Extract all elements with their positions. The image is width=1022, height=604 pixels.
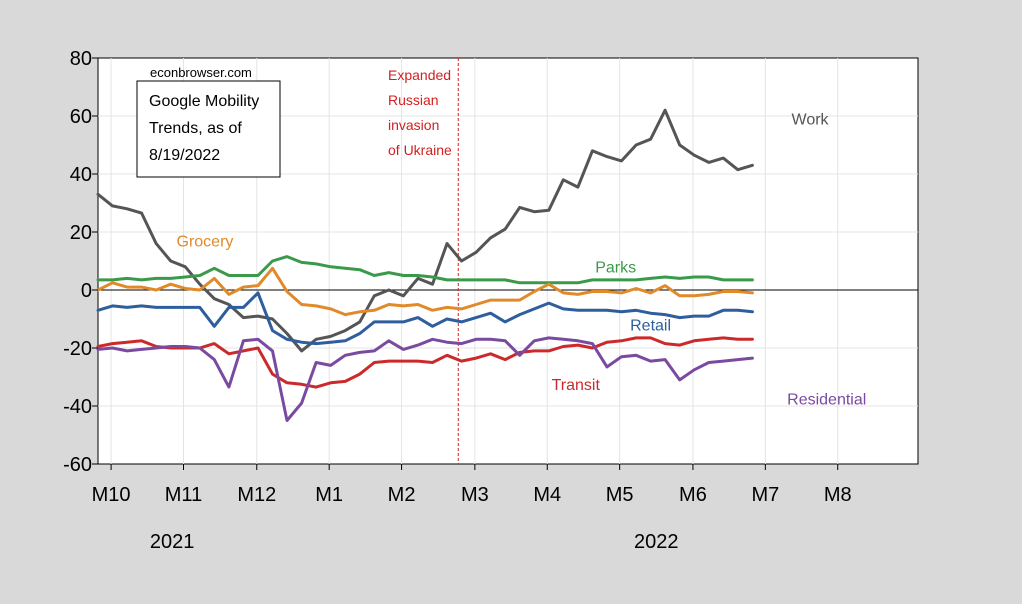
y-tick-label: 60	[70, 106, 92, 128]
x-tick-label: M1	[315, 484, 343, 506]
y-tick-label: -20	[63, 338, 92, 360]
series-line-retail	[96, 291, 754, 346]
series-line-grocery	[96, 266, 754, 317]
series-line-residential	[96, 336, 754, 422]
x-tick-label: M12	[237, 484, 276, 506]
x-tick-label: M6	[679, 484, 707, 506]
x-tick-label: M8	[824, 484, 852, 506]
series-label-grocery: Grocery	[177, 234, 234, 251]
annotation-line: Russian	[388, 92, 439, 108]
series-line-parks	[96, 255, 754, 285]
x-tick-label: M7	[751, 484, 779, 506]
series-label-retail: Retail	[630, 318, 671, 335]
series-label-transit: Transit	[552, 377, 601, 394]
series-line-transit	[96, 336, 754, 389]
x-tick-label: M2	[388, 484, 416, 506]
x-tick-label: M3	[461, 484, 489, 506]
annotation-line: invasion	[388, 117, 439, 133]
title-line-3: 8/19/2022	[149, 147, 220, 164]
series-label-work: Work	[792, 112, 830, 129]
annotation: Expanded Russian invasion of Ukraine	[388, 58, 459, 464]
y-tick-label: -60	[63, 454, 92, 476]
series-line-work	[96, 108, 754, 353]
y-tick-label: -40	[63, 396, 92, 418]
annotation-line: of Ukraine	[388, 142, 452, 158]
y-axis: -60 -40 -20 0 20 40 60 80	[63, 48, 98, 476]
title-box-frame	[136, 80, 281, 178]
y-tick-label: 80	[70, 48, 92, 70]
x-tick-label: M10	[92, 484, 131, 506]
x-tick-label: M11	[165, 484, 202, 506]
title-line-2: Trends, as of	[149, 120, 242, 137]
source-note: econbrowser.com	[150, 65, 252, 80]
series-label-residential: Residential	[787, 392, 866, 409]
y-tick-label: 20	[70, 222, 92, 244]
gridlines	[98, 58, 918, 464]
series-labels: Work Parks Grocery Retail Transit Residential	[177, 112, 867, 409]
x-axis: M10 M11 M12 M1 M2 M3 M4 M5 M6 M7 M8	[92, 464, 852, 506]
y-tick-label: 0	[81, 280, 92, 302]
annotation-line: Expanded	[388, 67, 451, 83]
year-label: 2022	[634, 531, 679, 553]
year-labels: 2021 2022	[150, 531, 679, 553]
y-tick-label: 40	[70, 164, 92, 186]
year-label: 2021	[150, 531, 195, 553]
series-lines	[96, 108, 754, 422]
x-tick-label: M5	[606, 484, 634, 506]
title-box: econbrowser.com Google Mobility Trends, …	[136, 65, 281, 178]
x-tick-label: M4	[533, 484, 561, 506]
series-label-parks: Parks	[595, 260, 636, 277]
title-line-1: Google Mobility	[149, 93, 259, 110]
